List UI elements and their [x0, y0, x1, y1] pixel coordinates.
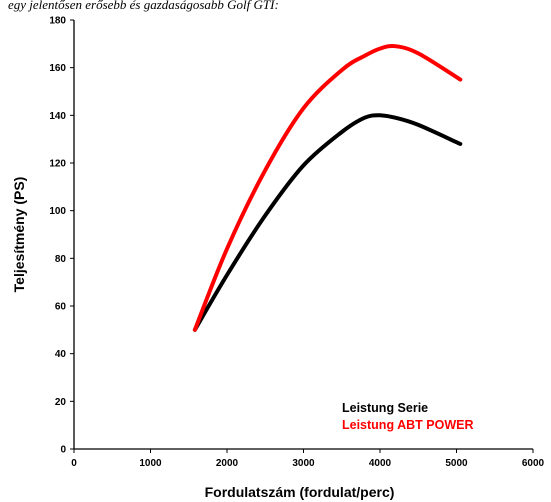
y-tick-label: 180: [49, 16, 66, 27]
y-tick-label: 40: [55, 349, 67, 360]
y-tick-label: 100: [49, 206, 66, 217]
x-tick-label: 2000: [216, 458, 239, 469]
y-tick-label: 60: [55, 302, 67, 313]
y-tick-label: 20: [55, 397, 67, 408]
x-tick-label: 3000: [292, 458, 315, 469]
y-tick-label: 120: [49, 159, 66, 170]
series-layer: [192, 44, 463, 332]
x-tick-label: 4000: [369, 458, 392, 469]
header-text: egy jelentősen erősebb és gazdaságosabb …: [8, 0, 279, 12]
series-line-0: [192, 113, 463, 332]
legend-entry-0: Leistung Serie: [342, 401, 428, 415]
y-tick-label: 140: [49, 111, 66, 122]
x-axis-label: Fordulatszám (fordulat/perc): [205, 484, 395, 500]
x-tick-label: 0: [71, 458, 77, 469]
legend: Leistung Serie Leistung ABT POWER: [342, 401, 473, 432]
x-tick-label: 6000: [522, 458, 545, 469]
y-axis-label: Teljesítmény (PS): [11, 177, 27, 293]
y-tick-label: 0: [60, 445, 66, 456]
x-tick-label: 5000: [445, 458, 468, 469]
y-tick-label: 160: [49, 63, 66, 74]
y-tick-label: 80: [55, 254, 67, 265]
legend-entry-1: Leistung ABT POWER: [342, 418, 473, 432]
axes: 0 20 40 60 80 100 120 140 160 180 0 1000 2000 3000 400…: [11, 16, 545, 501]
series-line-1: [192, 44, 463, 332]
x-tick-label: 1000: [139, 458, 162, 469]
